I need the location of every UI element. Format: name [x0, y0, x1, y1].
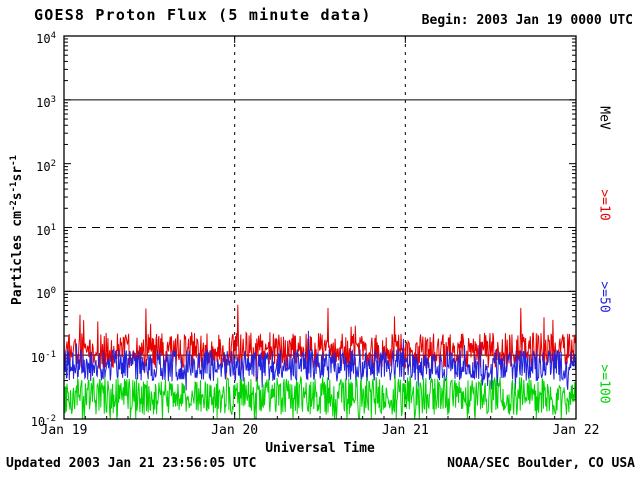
series-legend-10: >=10 [596, 189, 612, 221]
series-legend-50: >=50 [596, 281, 612, 313]
y-tick-label: 104 [36, 31, 56, 46]
y-axis-tick-labels: 104 103 102 101 100 10-1 10-2 [0, 0, 58, 480]
series-line-50 [63, 330, 577, 391]
series-line-10 [63, 304, 577, 382]
plot-frame [63, 35, 577, 420]
series-legend-100: >=100 [596, 364, 612, 404]
y-tick-label: 101 [36, 222, 56, 238]
chart-title: GOES8 Proton Flux (5 minute data) [34, 6, 372, 24]
y-tick-label: 10-1 [30, 350, 56, 366]
x-axis-label: Universal Time [265, 441, 375, 456]
x-tick-label: Jan 21 [381, 423, 429, 438]
x-tick-label: Jan 20 [211, 423, 259, 438]
series-line-100 [63, 374, 577, 420]
y-tick-label: 100 [36, 286, 56, 302]
y-tick-label: 102 [36, 158, 56, 174]
x-tick-label: Jan 19 [40, 423, 88, 438]
y-tick-label: 103 [36, 94, 56, 110]
begin-timestamp: Begin: 2003 Jan 19 0000 UTC [421, 13, 633, 28]
x-tick-label: Jan 22 [552, 423, 600, 438]
y-tick-label: 10-2 [30, 414, 56, 429]
credit-text: NOAA/SEC Boulder, CO USA [447, 456, 635, 471]
right-axis-title: MeV [596, 106, 612, 130]
updated-timestamp: Updated 2003 Jan 21 23:56:05 UTC [6, 456, 257, 471]
